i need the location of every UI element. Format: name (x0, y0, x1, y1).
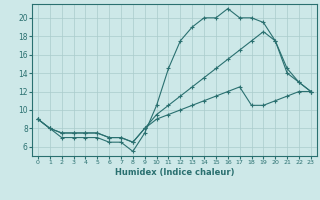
X-axis label: Humidex (Indice chaleur): Humidex (Indice chaleur) (115, 168, 234, 177)
